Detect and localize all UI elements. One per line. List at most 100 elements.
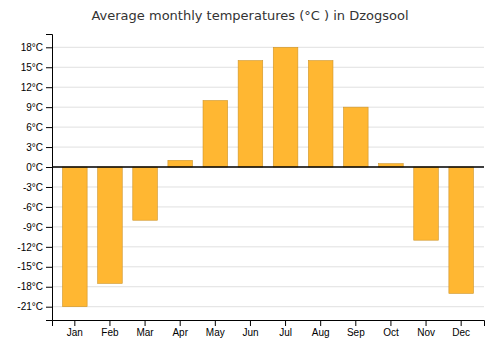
grid-line — [52, 47, 484, 48]
x-tick-label: Dec — [452, 327, 470, 338]
grid-line — [52, 286, 484, 287]
bar — [273, 47, 298, 167]
x-axis-line — [53, 321, 485, 327]
bar — [203, 101, 228, 168]
zero-line — [52, 166, 484, 168]
x-tick: May — [206, 320, 225, 338]
x-tick-label: Jul — [279, 327, 292, 338]
x-tick: Dec — [452, 320, 470, 338]
y-tick-label: -18°C — [17, 281, 43, 292]
x-tick-mark — [461, 320, 462, 326]
y-tick-label: -12°C — [17, 242, 43, 253]
grid-line — [52, 147, 484, 148]
y-tick-mark — [46, 167, 52, 168]
x-tick-mark — [180, 320, 181, 326]
y-tick: -12°C — [17, 242, 52, 253]
y-tick-mark — [46, 107, 52, 108]
x-tick: Mar — [136, 320, 154, 338]
bar — [344, 107, 369, 167]
y-tick-mark — [46, 307, 52, 308]
x-tick-mark — [74, 320, 75, 326]
y-tick: 9°C — [26, 102, 52, 113]
plot: -21°C -18°C -15°C -12°C -9°C -6°C -3°C 0°C 3°C 6°… — [17, 35, 484, 339]
y-tick-mark — [46, 267, 52, 268]
x-tick-label: Sep — [347, 327, 365, 338]
y-tick-mark — [46, 207, 52, 208]
y-tick-label: -9°C — [23, 222, 43, 233]
x-tick: Oct — [383, 320, 399, 338]
y-tick-mark — [46, 87, 52, 88]
y-tick-mark — [46, 247, 52, 248]
x-tick-label: Nov — [417, 327, 435, 338]
y-tick-label: -6°C — [23, 202, 43, 213]
x-tick-mark — [355, 320, 356, 326]
x-tick-label: Aug — [312, 327, 330, 338]
grid-line — [52, 107, 484, 108]
y-tick: -18°C — [17, 281, 52, 292]
x-tick-mark — [426, 320, 427, 326]
y-tick-label: 6°C — [26, 122, 43, 133]
bar — [133, 167, 158, 220]
x-tick-label: May — [206, 327, 225, 338]
bar — [98, 167, 123, 283]
y-tick-label: 0°C — [26, 162, 43, 173]
bar — [449, 167, 474, 293]
x-tick-mark — [145, 320, 146, 326]
y-tick: 0°C — [26, 162, 52, 173]
y-tick-label: 15°C — [21, 62, 43, 73]
x-tick-label: Jan — [67, 327, 83, 338]
y-tick: 18°C — [21, 42, 52, 53]
y-tick-mark — [46, 147, 52, 148]
x-tick: Aug — [312, 320, 330, 338]
y-tick-label: -3°C — [23, 182, 43, 193]
grid-line — [52, 87, 484, 88]
grid-line — [52, 167, 484, 168]
y-tick: -21°C — [17, 301, 52, 312]
y-tick-mark — [46, 67, 52, 68]
grid-line — [52, 127, 484, 128]
chart: Average monthly temperatures (°C ) in Dz… — [0, 0, 500, 350]
y-tick-label: 12°C — [21, 82, 43, 93]
x-tick-mark — [215, 320, 216, 326]
bar — [308, 61, 333, 167]
y-axis-line — [46, 35, 53, 321]
x-tick: Feb — [101, 320, 119, 338]
x-tick: Jun — [242, 320, 258, 338]
x-axis: Jan Feb Mar Apr May Jun Jul Aug Sep Oct Nov Dec — [53, 320, 485, 338]
x-tick-label: Apr — [172, 327, 188, 338]
x-tick-mark — [320, 320, 321, 326]
x-tick: Apr — [172, 320, 188, 338]
y-tick: -9°C — [23, 222, 52, 233]
y-tick: 12°C — [21, 82, 52, 93]
bars — [52, 47, 484, 306]
y-tick-mark — [46, 227, 52, 228]
y-tick: 3°C — [26, 142, 52, 153]
grid — [52, 47, 484, 306]
x-tick: Jul — [279, 320, 292, 338]
y-tick: -3°C — [23, 182, 52, 193]
x-tick-label: Mar — [136, 327, 154, 338]
bar — [414, 167, 439, 240]
x-tick-label: Oct — [383, 327, 399, 338]
y-tick-mark — [46, 187, 52, 188]
y-tick-mark — [46, 127, 52, 128]
y-tick: 15°C — [21, 62, 52, 73]
x-tick: Sep — [347, 320, 365, 338]
y-tick-label: -21°C — [17, 301, 43, 312]
x-tick: Jan — [67, 320, 83, 338]
y-tick-label: -15°C — [17, 261, 43, 272]
grid-line — [52, 67, 484, 68]
y-tick: -15°C — [17, 261, 52, 272]
y-tick: 6°C — [26, 122, 52, 133]
y-tick-label: 3°C — [26, 142, 43, 153]
y-axis: -21°C -18°C -15°C -12°C -9°C -6°C -3°C 0°C 3°C 6°… — [17, 35, 52, 321]
x-tick-mark — [390, 320, 391, 326]
x-tick-label: Jun — [242, 327, 258, 338]
x-tick: Nov — [417, 320, 435, 338]
y-tick-mark — [46, 287, 52, 288]
bar — [63, 167, 88, 307]
bar — [238, 61, 263, 167]
bar — [168, 160, 193, 167]
y-tick-label: 9°C — [26, 102, 43, 113]
y-tick-mark — [46, 47, 52, 48]
